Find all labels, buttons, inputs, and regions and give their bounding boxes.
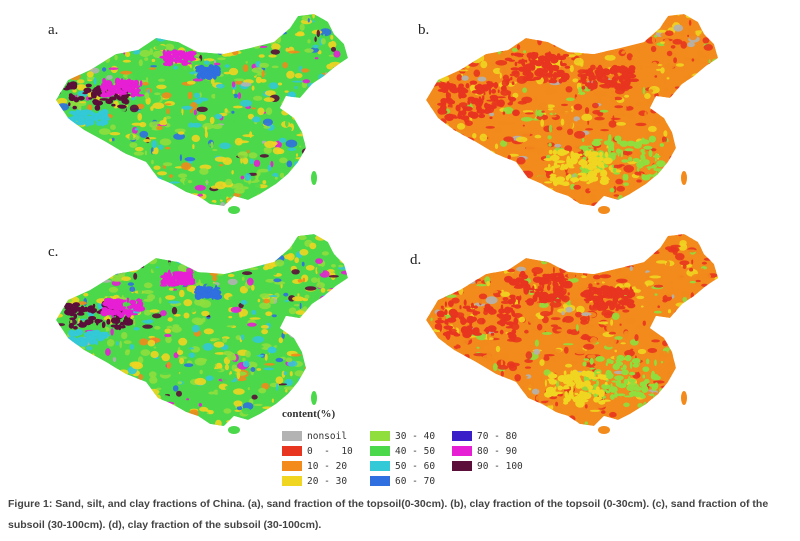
legend-item: 30 - 40	[370, 430, 435, 442]
legend-item: 20 - 30	[282, 475, 347, 487]
legend-label: 60 - 70	[395, 475, 436, 487]
legend-label: 40 - 50	[395, 445, 436, 457]
legend-swatch	[370, 446, 390, 456]
panel-label-b: b.	[418, 22, 430, 38]
legend-swatch	[282, 461, 302, 471]
china-map-a	[56, 14, 348, 214]
map-panel-b: b.	[398, 8, 728, 218]
legend-title: content(%)	[282, 408, 336, 420]
figure-caption: Figure 1: Sand, silt, and clay fractions…	[8, 498, 769, 531]
panel-label-c: c.	[48, 244, 59, 260]
map-panel-c: c.	[28, 228, 358, 438]
legend-label: 50 - 60	[395, 460, 436, 472]
legend-swatch	[282, 476, 302, 486]
legend-label: 90 - 100	[477, 460, 523, 472]
legend-swatch	[282, 446, 302, 456]
legend-item: 0 - 10	[282, 445, 353, 457]
legend-item: 80 - 90	[452, 445, 517, 457]
china-map-c	[56, 234, 348, 434]
legend-item: nonsoil	[282, 430, 347, 442]
legend-item: 70 - 80	[452, 430, 517, 442]
legend-label: nonsoil	[307, 430, 348, 442]
legend-swatch	[452, 431, 472, 441]
legend-label: 10 - 20	[307, 460, 348, 472]
legend-label: 20 - 30	[307, 475, 348, 487]
legend-swatch	[282, 431, 302, 441]
legend-item: 60 - 70	[370, 475, 435, 487]
legend-item: 10 - 20	[282, 460, 347, 472]
legend-label: 30 - 40	[395, 430, 436, 442]
legend-label: 0 - 10	[307, 445, 353, 457]
panel-label-d: d.	[410, 252, 422, 268]
china-map-b	[426, 14, 718, 214]
legend-swatch	[452, 446, 472, 456]
legend-swatch	[370, 431, 390, 441]
legend-swatch	[452, 461, 472, 471]
china-map-d	[426, 234, 718, 434]
legend: content(%) nonsoil 0 - 10 10 - 20 20 - 30 30…	[282, 408, 542, 487]
legend-swatch	[370, 476, 390, 486]
legend-item: 40 - 50	[370, 445, 435, 457]
legend-label: 70 - 80	[477, 430, 518, 442]
legend-swatch	[370, 461, 390, 471]
legend-item: 90 - 100	[452, 460, 523, 472]
legend-item: 50 - 60	[370, 460, 435, 472]
map-panel-a: a.	[28, 8, 358, 218]
map-panel-d: d.	[398, 228, 728, 438]
panel-label-a: a.	[48, 22, 59, 38]
legend-label: 80 - 90	[477, 445, 518, 457]
